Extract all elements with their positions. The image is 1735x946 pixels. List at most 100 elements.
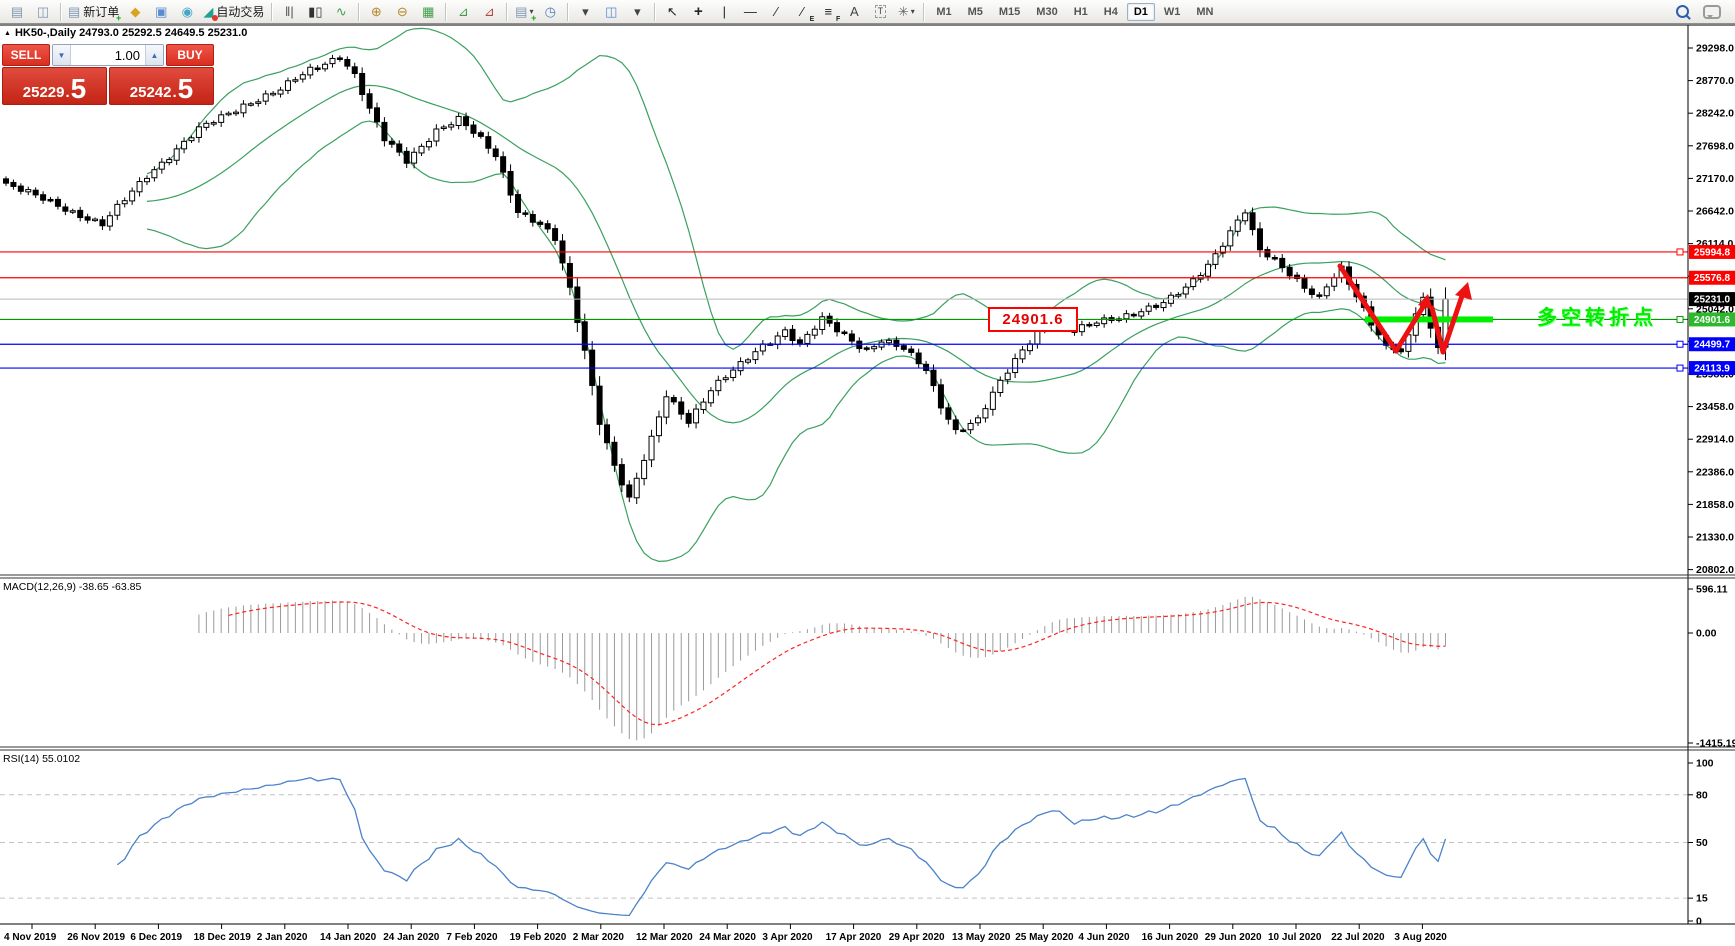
toolbar-separator	[271, 2, 273, 21]
svg-text:29298.0: 29298.0	[1696, 43, 1734, 55]
toolbar: ▤ ◫ ▤ + 新订单 ◆ ▣ ◉ ◢ 自动交易 ‖| ▮▯ ∿ ⊕ ⊖ ▦ ⊿ ⊿ ▤ + ▾ ◷ ▾ ◫ ▾ ↖ + | — ∕ ∕ E ≡…	[0, 0, 1735, 24]
toolbar-separator	[60, 2, 61, 21]
equidistant-channel-icon: ∕	[801, 4, 804, 19]
svg-text:4 Nov 2019: 4 Nov 2019	[4, 932, 57, 943]
cursor-button[interactable]: ↖	[659, 1, 685, 23]
volume-decrease-button[interactable]: ▼	[53, 45, 71, 65]
new-chart-button[interactable]: ▤	[4, 1, 30, 23]
svg-text:24113.9: 24113.9	[1694, 364, 1730, 375]
timeframe-m5-button[interactable]: M5	[967, 5, 983, 18]
buy-price-main: 25242	[129, 84, 172, 101]
tile-windows-button[interactable]: ▦	[415, 1, 441, 23]
new-order-icon: ▤	[68, 4, 81, 19]
fibonacci-icon: ≡	[824, 4, 833, 19]
autotrading-icon: ◢	[203, 4, 214, 19]
timeframe-h1-button[interactable]: H1	[1073, 5, 1088, 18]
svg-text:17 Apr 2020: 17 Apr 2020	[826, 932, 882, 943]
svg-text:3 Aug 2020: 3 Aug 2020	[1394, 932, 1447, 943]
buy-price-dot: .	[172, 84, 177, 101]
chart-title-text: HK50-,Daily 24793.0 25292.5 24649.5 2523…	[14, 27, 248, 39]
arrows-button[interactable]: ✳ ▾	[893, 1, 919, 23]
zoom-out-button[interactable]: ⊖	[389, 1, 415, 23]
vertical-line-button[interactable]: |	[711, 1, 737, 23]
svg-text:22 Jul 2020: 22 Jul 2020	[1331, 932, 1385, 943]
svg-text:10 Jul 2020: 10 Jul 2020	[1268, 932, 1322, 943]
zoom-in-button[interactable]: ⊕	[363, 1, 389, 23]
line-chart-button[interactable]: ∿	[328, 1, 354, 23]
chart-title: ▲ HK50-,Daily 24793.0 25292.5 24649.5 25…	[4, 27, 247, 39]
horizontal-line-button[interactable]: —	[737, 1, 763, 23]
text-label-button[interactable]: T	[867, 1, 893, 23]
svg-text:12 Mar 2020: 12 Mar 2020	[636, 932, 693, 943]
timeframe-w1-button[interactable]: W1	[1163, 5, 1181, 18]
sell-price[interactable]: 25229 . 5	[2, 67, 107, 105]
svg-text:0.00: 0.00	[1696, 628, 1717, 640]
signals-button[interactable]: ◉	[174, 1, 200, 23]
metaeditor-button[interactable]: ◆	[122, 1, 148, 23]
profile-caret-left-button[interactable]: ▾	[572, 1, 598, 23]
chevron-down-icon: ▾	[529, 7, 534, 16]
svg-text:16 Jun 2020: 16 Jun 2020	[1142, 932, 1199, 943]
indicators-icon: ⊿	[457, 4, 469, 19]
svg-text:50: 50	[1696, 837, 1708, 849]
candlestick-chart-icon: ▮▯	[308, 4, 323, 19]
svg-text:7 Feb 2020: 7 Feb 2020	[446, 932, 498, 943]
timeframe-h4-button[interactable]: H4	[1103, 5, 1118, 18]
timeframe-m1-button[interactable]: M1	[936, 5, 952, 18]
buy-price[interactable]: 25242 . 5	[109, 67, 214, 105]
volume-stepper[interactable]: ▼ 1.00 ▲	[52, 44, 164, 66]
trendline-icon: ∕	[775, 4, 778, 19]
svg-text:0: 0	[1696, 916, 1702, 928]
svg-text:29 Apr 2020: 29 Apr 2020	[889, 932, 945, 943]
toolbar-separator	[445, 2, 447, 21]
svg-text:15: 15	[1696, 893, 1708, 905]
new-order-button[interactable]: ▤ + 新订单	[65, 1, 122, 23]
svg-text:27170.0: 27170.0	[1696, 173, 1734, 185]
indicators-button[interactable]: ⊿	[450, 1, 476, 23]
templates-button[interactable]: ▤ + ▾	[511, 1, 537, 23]
periods-button[interactable]: ⊿	[476, 1, 502, 23]
svg-text:13 May 2020: 13 May 2020	[952, 932, 1011, 943]
text-button[interactable]: A	[841, 1, 867, 23]
timeframe-m15-button[interactable]: M15	[998, 5, 1021, 18]
profile-caret-right-icon: ▾	[634, 4, 641, 19]
toolbar-separator	[506, 2, 508, 21]
timeframe-mn-button[interactable]: MN	[1196, 5, 1214, 18]
autotrading-status-dot	[212, 14, 219, 21]
fibonacci-button[interactable]: ≡ F	[815, 1, 841, 23]
svg-text:100: 100	[1696, 758, 1714, 770]
profile-caret-right-button[interactable]: ▾	[624, 1, 650, 23]
svg-text:21858.0: 21858.0	[1696, 499, 1734, 511]
buy-price-frac: 5	[177, 73, 194, 105]
svg-text:-1415.19: -1415.19	[1696, 738, 1735, 750]
alerts-button[interactable]: ◷	[537, 1, 563, 23]
level-annotation-box[interactable]: 24901.6	[988, 307, 1078, 332]
volume-increase-button[interactable]: ▲	[145, 45, 163, 65]
profiles-button[interactable]: ◫	[30, 1, 56, 23]
chart-profile-button[interactable]: ◫	[598, 1, 624, 23]
candlestick-chart-button[interactable]: ▮▯	[302, 1, 328, 23]
sell-price-frac: 5	[70, 73, 87, 105]
autotrading-button[interactable]: ◢ 自动交易	[200, 1, 267, 23]
equidistant-channel-button[interactable]: ∕ E	[789, 1, 815, 23]
horizontal-line-icon: —	[743, 4, 757, 19]
trendline-button[interactable]: ∕	[763, 1, 789, 23]
svg-text:596.11: 596.11	[1696, 584, 1728, 596]
timeframe-d1-button[interactable]: D1	[1126, 2, 1155, 21]
profiles-icon: ◫	[36, 4, 50, 19]
timeframe-m30-button[interactable]: M30	[1036, 5, 1058, 18]
volume-input[interactable]: 1.00	[114, 47, 140, 63]
buy-button[interactable]: BUY	[166, 44, 214, 66]
search-icon[interactable]	[1676, 5, 1689, 18]
crosshair-button[interactable]: +	[685, 1, 711, 23]
new-order-label: 新订单	[83, 5, 120, 19]
chat-icon[interactable]	[1703, 4, 1721, 19]
sell-price-dot: .	[65, 84, 70, 101]
sell-button[interactable]: SELL	[2, 44, 50, 66]
bar-chart-button[interactable]: ‖|	[276, 1, 302, 23]
expert-advisors-button[interactable]: ▣	[148, 1, 174, 23]
turning-point-annotation: 多空转折点	[1537, 307, 1657, 329]
toolbar-separator	[654, 2, 656, 21]
chart-shift-icon[interactable]: ▲	[4, 29, 11, 37]
